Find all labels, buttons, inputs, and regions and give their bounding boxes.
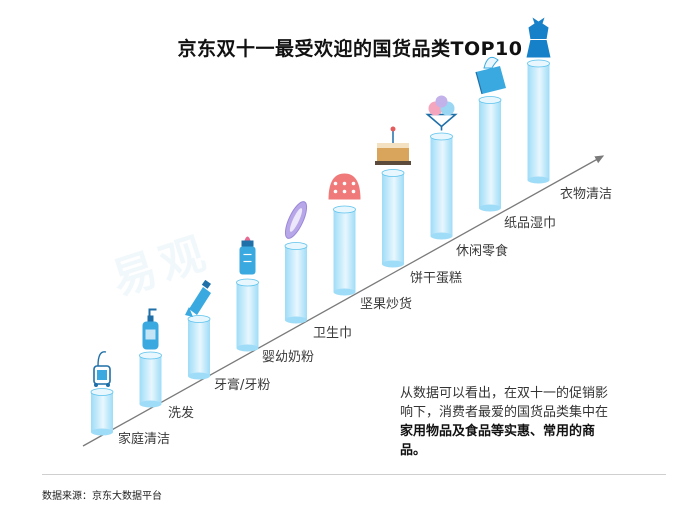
category-label: 家庭清洁 xyxy=(118,431,170,447)
bar-6 xyxy=(333,205,356,296)
bar-7 xyxy=(381,169,405,268)
bar-cap xyxy=(381,169,405,177)
bar-body xyxy=(430,136,453,236)
baby-bottle-icon xyxy=(239,236,256,275)
bar-body xyxy=(479,100,501,208)
bar-base xyxy=(285,316,307,324)
bar-body xyxy=(382,173,404,264)
bar-body xyxy=(285,246,307,320)
bar-base xyxy=(479,204,501,212)
bar-base xyxy=(236,344,259,352)
chart-title: 京东双十一最受欢迎的国货品类TOP10 xyxy=(177,38,523,60)
category-label: 饼干蛋糕 xyxy=(410,271,462,286)
bar-base xyxy=(91,428,113,436)
bar-body xyxy=(527,63,550,180)
note-text: 从数据可以看出，在双十一的促销影 响下，消费者最爱的国货品类集中在 家用物品及食… xyxy=(400,384,662,460)
bar-cap xyxy=(90,388,114,396)
category-label: 婴幼奶粉 xyxy=(262,350,314,365)
bar-base xyxy=(333,288,356,296)
bar-base xyxy=(527,176,550,184)
bar-2 xyxy=(139,351,162,408)
tissue-box-icon xyxy=(475,56,506,95)
bar-cap xyxy=(333,205,356,214)
note-line-2: 响下，消费者最爱的国货品类集中在 xyxy=(400,405,609,420)
bar-cap xyxy=(139,351,162,360)
trend-arrow xyxy=(82,155,605,447)
divider xyxy=(42,474,666,475)
ice-cream-icon xyxy=(425,95,458,131)
note-bold-2: 品。 xyxy=(400,443,427,458)
bar-4 xyxy=(236,278,259,352)
note-line-1: 从数据可以看出，在双十一的促销影 xyxy=(400,386,609,401)
bar-3 xyxy=(187,315,211,380)
bar-base xyxy=(430,232,453,240)
bar-cap xyxy=(187,315,211,323)
bar-cap xyxy=(478,96,502,104)
bar-base xyxy=(382,260,404,268)
bar-body xyxy=(91,392,113,432)
category-label: 休闲零食 xyxy=(456,243,508,259)
bar-5 xyxy=(284,242,308,324)
sanitary-pad-icon xyxy=(284,201,308,239)
bar-9 xyxy=(478,96,502,212)
category-label: 坚果炒货 xyxy=(360,296,412,312)
bar-base xyxy=(188,372,210,380)
bar-cap xyxy=(236,278,259,287)
bar-8 xyxy=(430,132,453,240)
category-label: 衣物清洁 xyxy=(560,186,612,202)
bar-body xyxy=(333,209,356,292)
bar-10 xyxy=(527,59,550,184)
bar-body xyxy=(139,355,162,404)
bar-base xyxy=(139,400,162,408)
bar-cap xyxy=(430,132,453,141)
shampoo-bottle-icon xyxy=(142,308,159,350)
cake-icon xyxy=(375,126,411,165)
vacuum-icon xyxy=(93,351,111,387)
bar-1 xyxy=(90,388,114,436)
note-bold-1: 家用物品及食品等实惠、常用的商 xyxy=(400,424,596,439)
bar-body xyxy=(188,319,210,376)
toothpaste-icon xyxy=(185,279,211,317)
nut-snack-icon xyxy=(328,173,361,200)
category-label: 洗发 xyxy=(168,405,194,421)
category-label: 牙膏/牙粉 xyxy=(214,377,270,393)
bar-body xyxy=(236,282,259,348)
category-label: 卫生巾 xyxy=(313,326,352,341)
data-source: 数据来源：京东大数据平台 xyxy=(42,491,162,502)
category-label: 纸品湿巾 xyxy=(504,216,556,231)
bar-cap xyxy=(284,242,308,250)
bar-cap xyxy=(527,59,550,68)
clothing-icon xyxy=(526,17,551,58)
